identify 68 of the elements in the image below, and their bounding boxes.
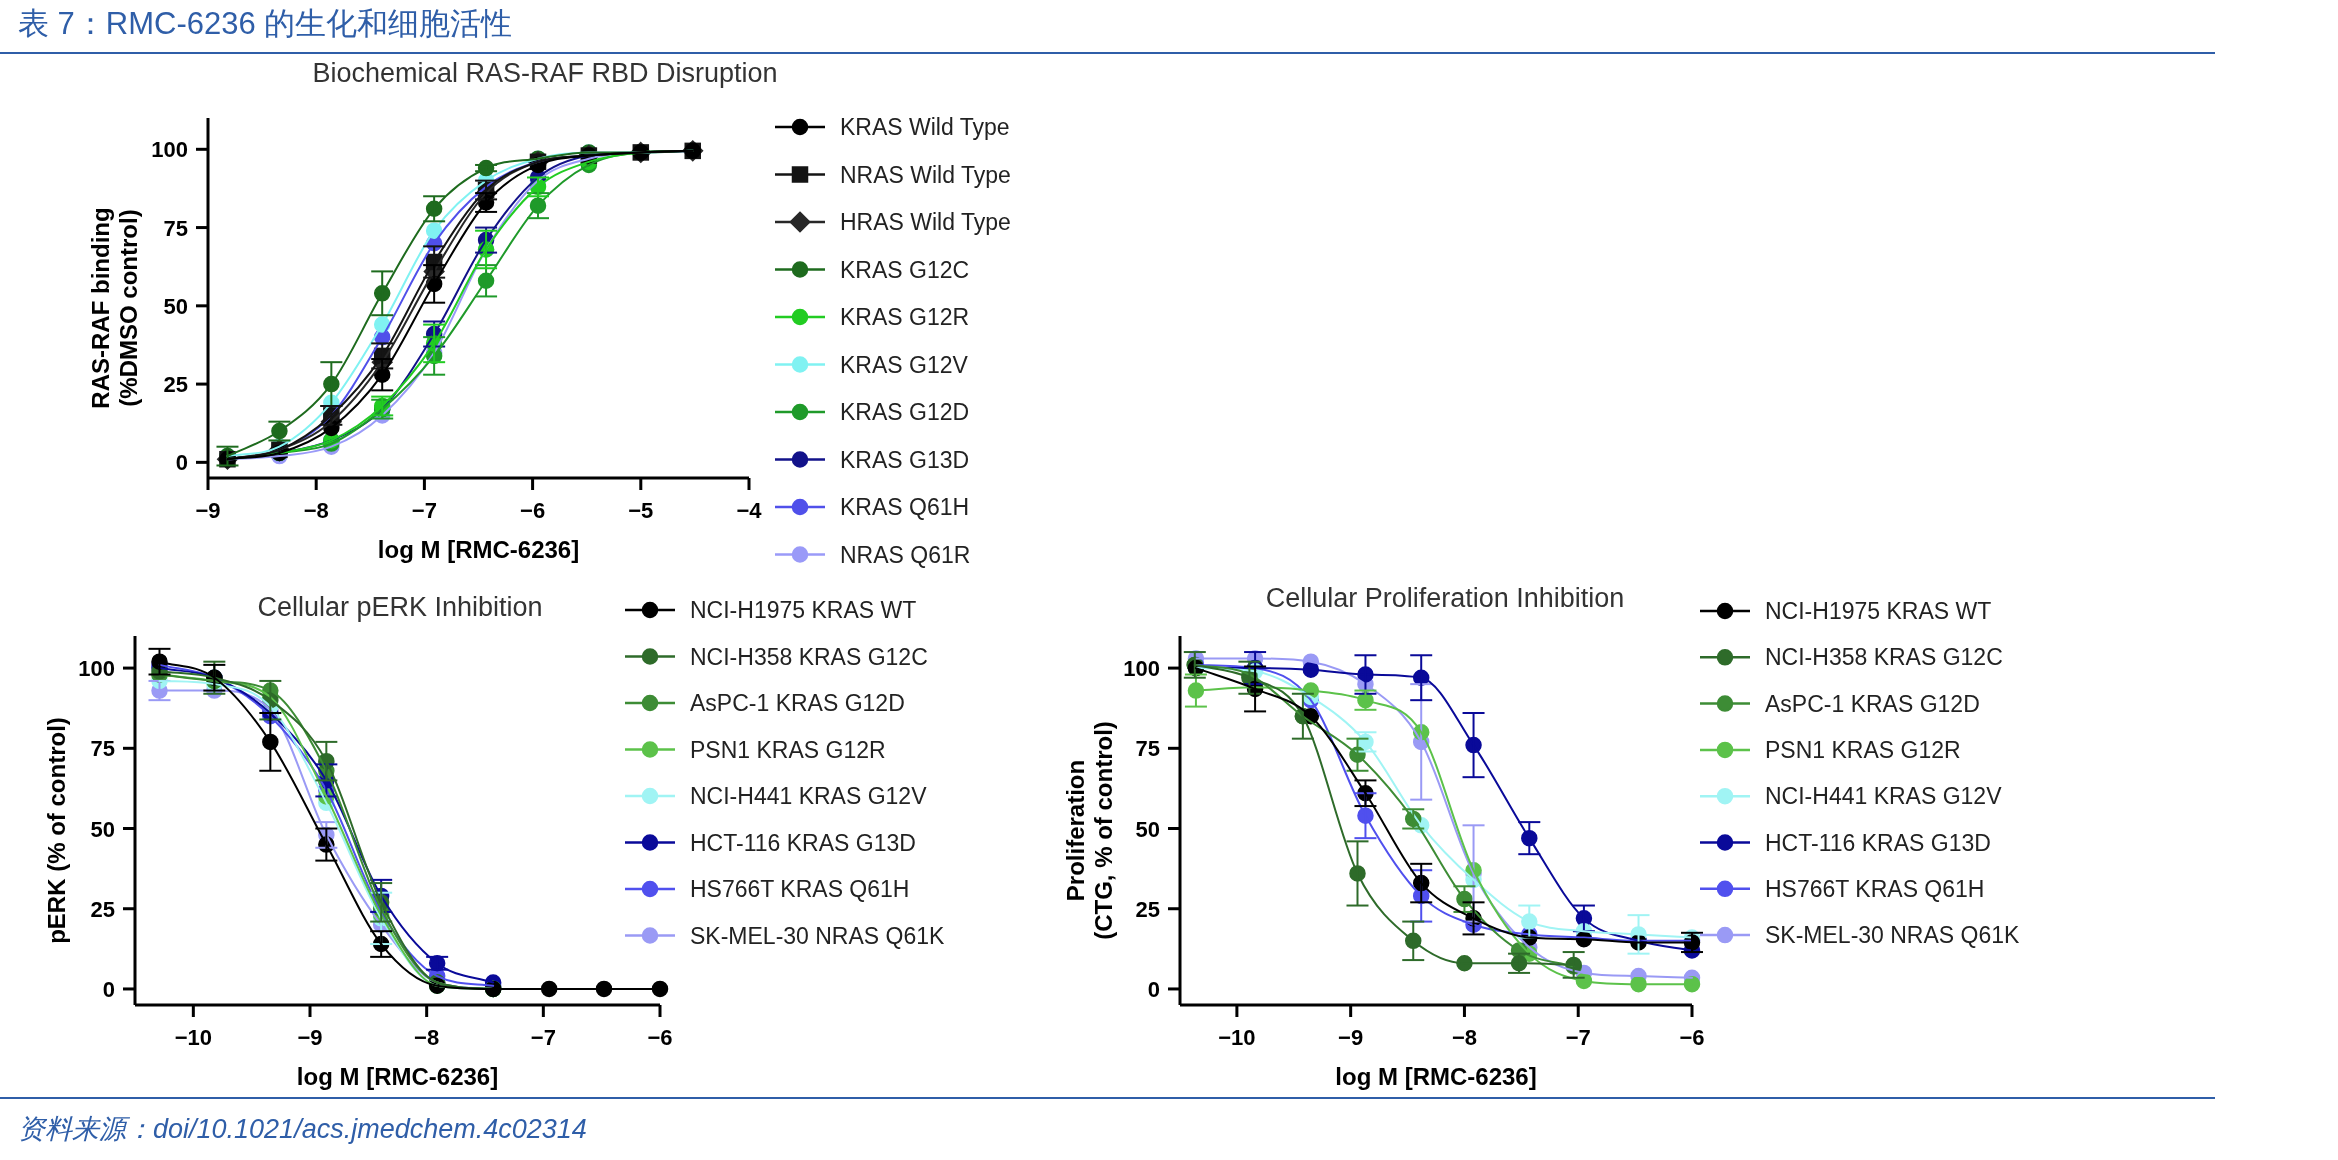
x-tick-label: −9	[195, 498, 221, 523]
y-tick-label: 50	[90, 816, 115, 842]
y-tick-label: 100	[1123, 656, 1160, 682]
y-tick-label: 50	[163, 293, 188, 319]
legend-label: SK-MEL-30 NRAS Q61K	[1765, 922, 2021, 949]
y-tick-label: 25	[1135, 896, 1160, 922]
y-tick-label: 25	[163, 372, 188, 398]
y-tick-label: 50	[1135, 816, 1160, 842]
x-tick-label: −6	[520, 498, 546, 523]
x-tick-label: −9	[297, 1025, 323, 1050]
legend-label: NCI-H358 KRAS G12C	[1765, 644, 2003, 671]
legend-label: SK-MEL-30 NRAS Q61K	[690, 922, 946, 949]
legend-label: HCT-116 KRAS G13D	[690, 829, 916, 856]
x-tick-label: −5	[628, 498, 654, 523]
y-tick-label: 100	[151, 137, 188, 163]
legend-label: NCI-H1975 KRAS WT	[690, 597, 917, 623]
x-tick-label: −9	[1338, 1025, 1364, 1050]
y-tick-label: 0	[1147, 976, 1160, 1002]
legend-label: HRAS Wild Type	[840, 209, 1011, 235]
y-axis-title: RAS-RAF binding (%DMSO control)	[87, 207, 142, 409]
legend-label: KRAS Wild Type	[840, 114, 1010, 140]
x-axis-title: log M [RMC-6236]	[296, 1063, 499, 1090]
y-tick-label: 25	[90, 896, 115, 922]
legend-label: KRAS G12D	[840, 399, 970, 425]
y-tick-label: 75	[90, 736, 115, 762]
x-tick-label: −10	[174, 1025, 212, 1050]
x-tick-label: −7	[530, 1025, 556, 1050]
legend-label: HS766T KRAS Q61H	[1765, 875, 1985, 902]
x-tick-label: −7	[1565, 1025, 1591, 1050]
x-axis-title: log M [RMC-6236]	[1335, 1063, 1537, 1090]
legend-label: HCT-116 KRAS G13D	[1765, 829, 1991, 856]
legend-label: KRAS Q61H	[840, 494, 970, 520]
legend-label: NCI-H441 KRAS G12V	[1765, 783, 2003, 810]
x-tick-label: −8	[303, 498, 329, 523]
legend-label: PSN1 KRAS G12R	[1765, 736, 1961, 763]
x-tick-label: −4	[736, 498, 763, 523]
chart-title: Cellular pERK Inhibition	[257, 592, 543, 622]
text: 资料来源：doi/10.1021/acs.jmedchem.4c02314	[18, 1114, 587, 1144]
legend-label: KRAS G12V	[840, 351, 969, 378]
x-tick-label: −8	[1451, 1025, 1477, 1050]
y-axis-title: Proliferation (CTG, % of control)	[1062, 721, 1117, 940]
x-tick-label: −7	[411, 498, 437, 523]
legend-label: HS766T KRAS Q61H	[690, 876, 910, 902]
legend-label: NRAS Wild Type	[840, 161, 1011, 188]
legend-label: NCI-H358 KRAS G12C	[690, 643, 928, 670]
chart-title: Cellular Proliferation Inhibition	[1265, 583, 1625, 613]
legend-label: NCI-H441 KRAS G12V	[690, 783, 928, 809]
legend-label: PSN1 KRAS G12R	[690, 736, 886, 763]
y-tick-label: 0	[102, 976, 115, 1002]
y-axis-title: pERK (% of control)	[43, 717, 70, 944]
y-tick-label: 75	[163, 215, 188, 241]
y-tick-label: 100	[78, 656, 115, 682]
legend-label: AsPC-1 KRAS G12D	[690, 690, 905, 716]
legend-label: AsPC-1 KRAS G12D	[1765, 690, 1980, 717]
chart-title: Biochemical RAS-RAF RBD Disruption	[312, 58, 778, 88]
x-axis-title: log M [RMC-6236]	[377, 536, 580, 563]
legend-label: KRAS G12C	[840, 256, 970, 283]
legend-label: KRAS G12R	[840, 304, 970, 330]
y-tick-label: 75	[1135, 736, 1160, 762]
text: 表 7：RMC-6236 的生化和细胞活性	[18, 6, 513, 41]
x-tick-label: −6	[647, 1025, 673, 1050]
x-tick-label: −10	[1218, 1025, 1256, 1050]
legend-label: KRAS G13D	[840, 446, 970, 473]
x-tick-label: −6	[1679, 1025, 1705, 1050]
x-tick-label: −8	[414, 1025, 440, 1050]
legend-label: NRAS Q61R	[840, 541, 971, 568]
y-tick-label: 0	[175, 450, 188, 476]
legend-label: NCI-H1975 KRAS WT	[1765, 598, 1992, 624]
